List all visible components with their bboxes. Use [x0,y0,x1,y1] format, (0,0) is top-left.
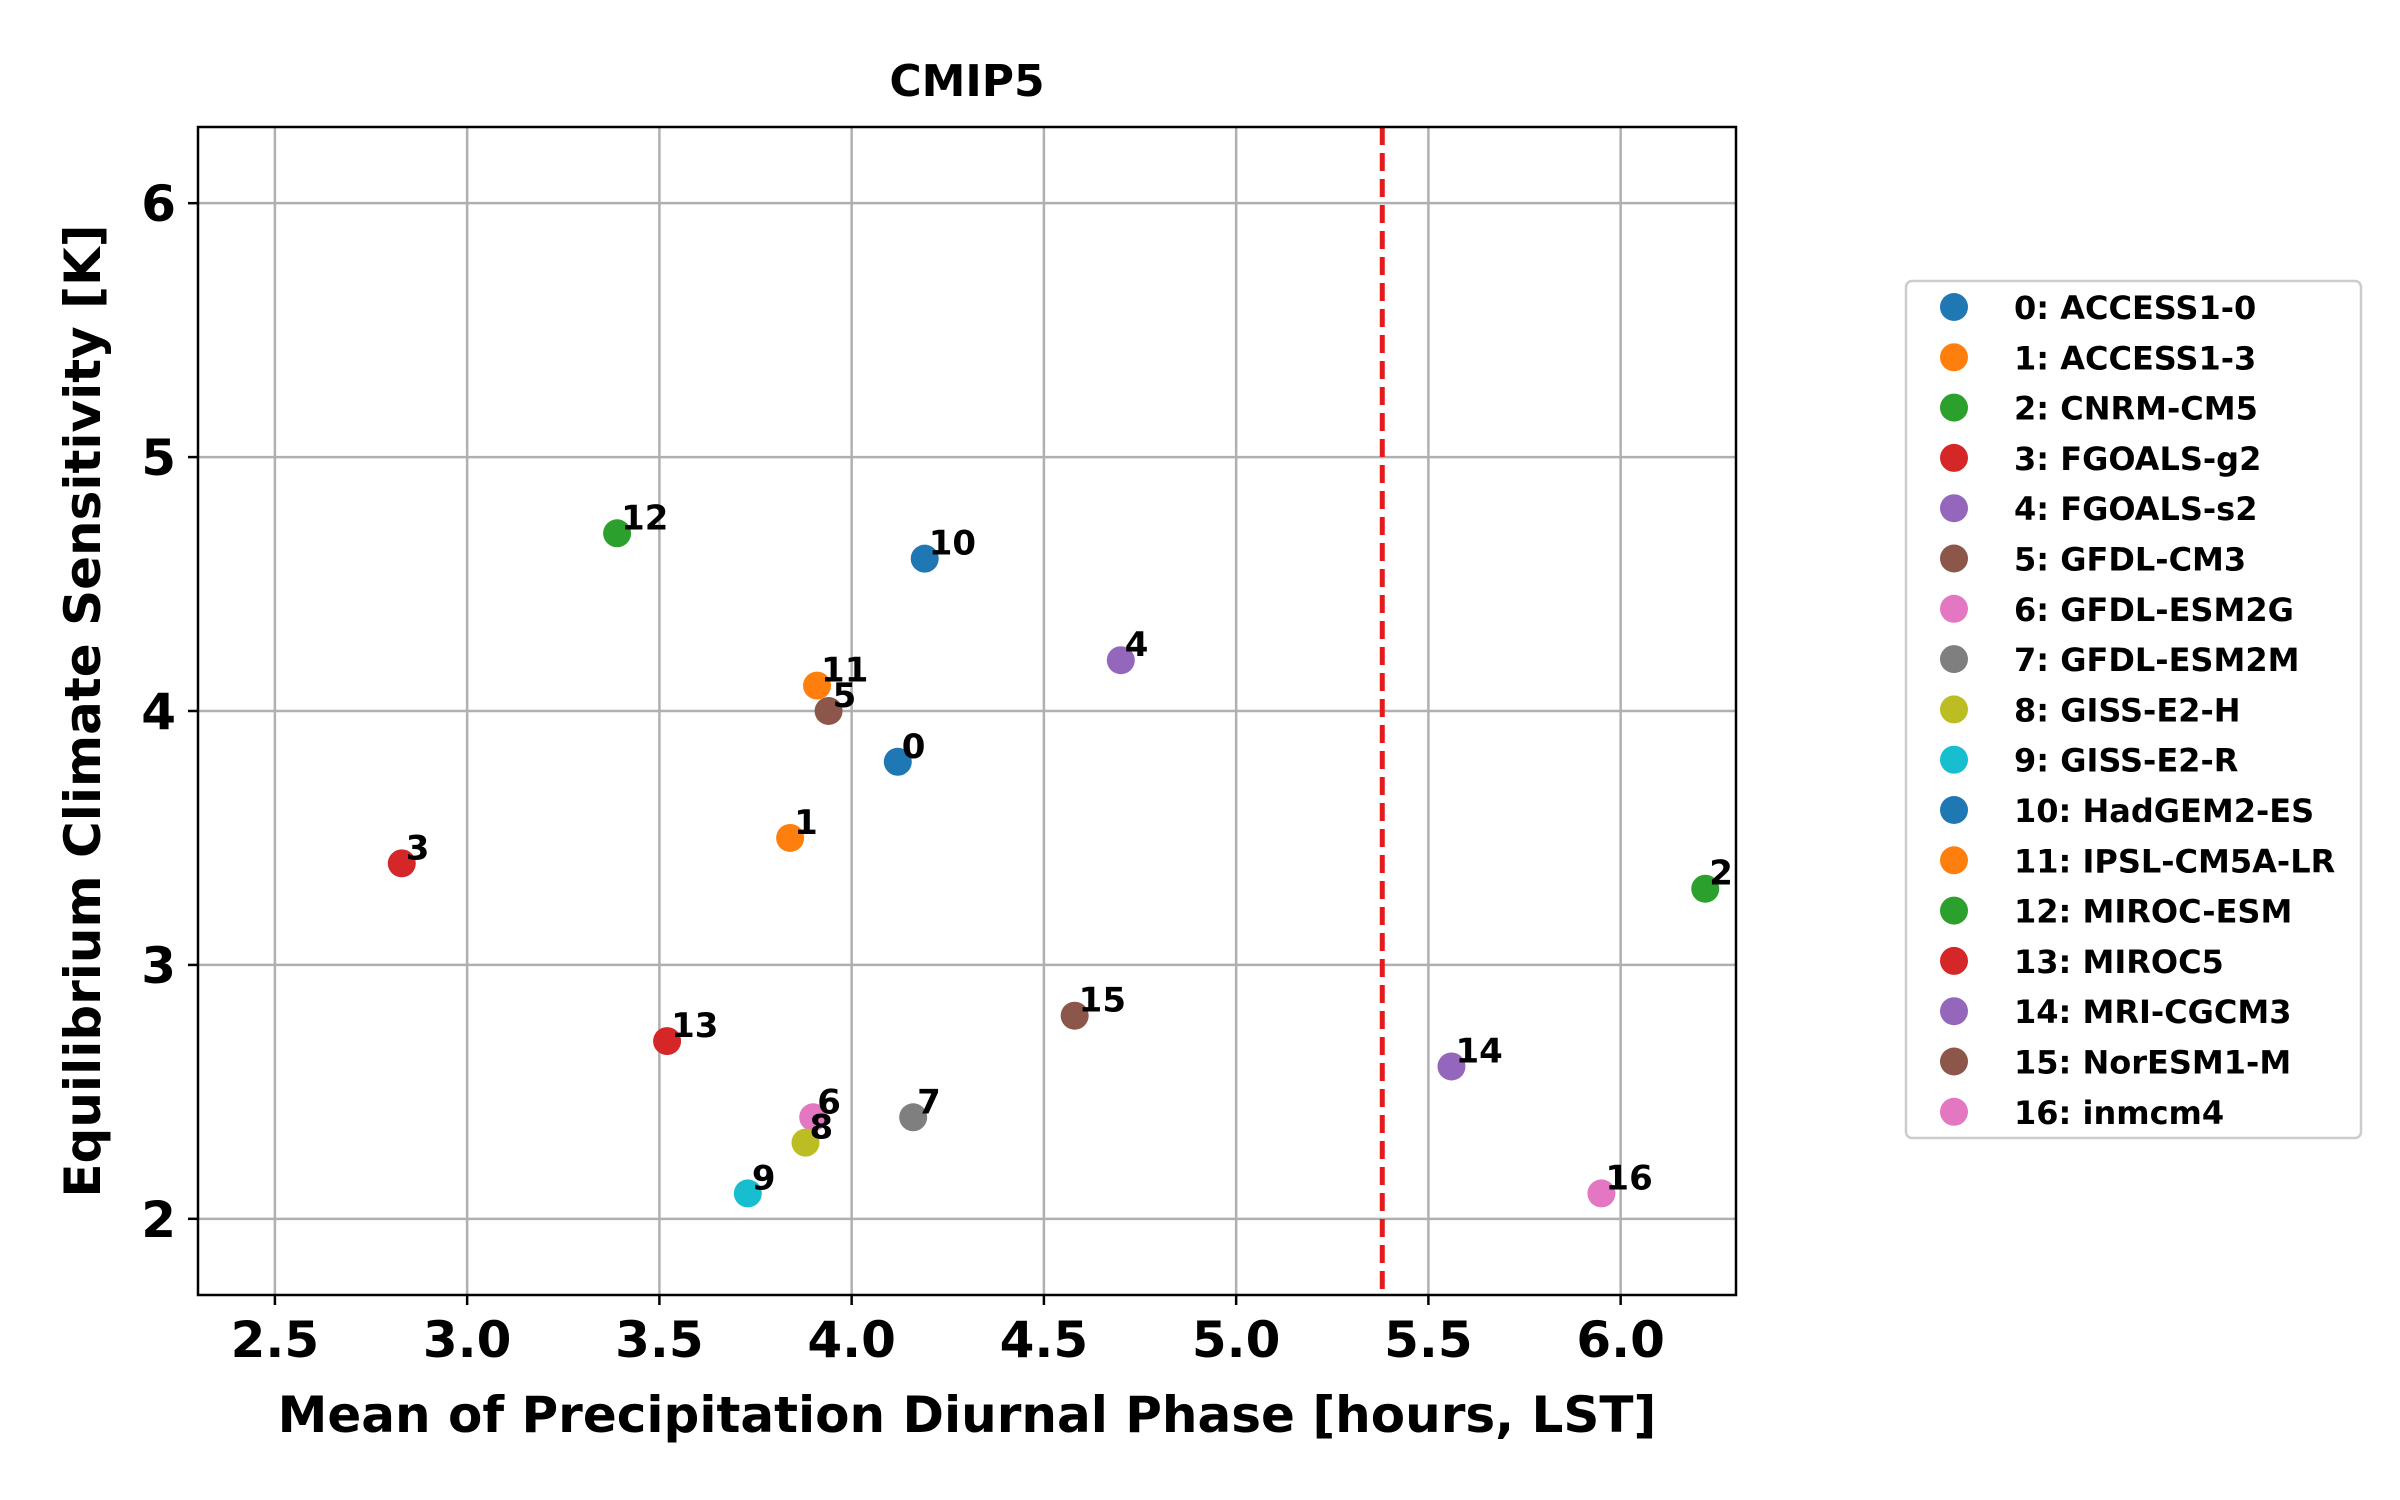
data-point-1 [776,823,805,852]
legend-entry-label: 8: GISS-E2-H [2014,691,2241,729]
data-point-label-5: 5 [833,676,857,716]
legend-marker [1940,695,1968,724]
y-tick-label: 3 [141,937,176,995]
data-point-5 [814,697,843,725]
data-point-label-1: 1 [794,803,818,843]
legend-entry-label: 2: CNRM-CM5 [2014,390,2258,428]
legend-entry-label: 0: ACCESS1-0 [2014,289,2256,327]
legend-entry-label: 7: GFDL-ESM2M [2014,641,2299,679]
legend-marker [1940,443,1968,472]
data-point-11 [803,671,832,700]
legend-marker [1940,544,1968,573]
data-point-label-0: 0 [902,727,926,767]
legend-entry-label: 3: FGOALS-g2 [2014,440,2261,478]
legend-entry-label: 1: ACCESS1-3 [2014,339,2256,377]
y-tick-label: 5 [141,429,176,487]
legend-entry-label: 4: FGOALS-s2 [2014,490,2257,528]
data-point-label-4: 4 [1125,625,1149,665]
data-point-label-8: 8 [810,1108,834,1148]
data-point-12 [603,519,632,548]
legend-box [1904,279,2363,1140]
data-point-13 [653,1027,682,1056]
data-point-label-10: 10 [929,524,976,564]
x-axis-label: Mean of Precipitation Diurnal Phase [hou… [278,1386,1657,1444]
legend-marker [1940,343,1968,372]
data-point-label-16: 16 [1605,1158,1652,1198]
data-point-label-2: 2 [1709,854,1733,894]
data-point-8 [791,1128,820,1157]
data-point-label-14: 14 [1455,1031,1502,1071]
legend-marker [1940,1047,1968,1076]
x-tick-label: 3.0 [423,1311,512,1369]
x-tick-label: 2.5 [231,1311,320,1369]
data-point-9 [733,1179,762,1208]
y-tick-label: 2 [141,1191,176,1249]
data-point-4 [1106,646,1135,675]
y-tick-label: 4 [141,683,176,741]
x-tick-label: 4.5 [1000,1311,1089,1369]
legend-entry-label: 11: IPSL-CM5A-LR [2014,842,2335,880]
data-point-label-11: 11 [821,651,868,691]
legend-marker [1940,393,1968,422]
y-tick-label: 6 [141,175,176,233]
data-point-0 [883,747,912,776]
legend-marker [1940,896,1968,925]
data-point-15 [1060,1001,1089,1030]
legend-marker [1940,594,1968,623]
grid-lines [198,127,1736,1295]
legend-marker [1940,745,1968,774]
data-point-14 [1437,1052,1466,1081]
data-point-label-13: 13 [671,1006,718,1046]
data-point-label-9: 9 [752,1158,776,1198]
data-point-label-3: 3 [406,828,430,868]
x-tick-label: 4.0 [807,1311,896,1369]
legend: 0: ACCESS1-0 1: ACCESS1-3 2: CNRM-CM5 3: FG… [1904,279,2363,1140]
legend-entry-label: 15: NorESM1-M [2014,1044,2291,1082]
legend-entry-label: 10: HadGEM2-ES [2014,792,2314,830]
legend-entry-label: 12: MIROC-ESM [2014,893,2292,931]
x-tick-label: 6.0 [1576,1311,1665,1369]
x-tick-label: 5.0 [1192,1311,1281,1369]
legend-marker [1940,494,1968,523]
legend-marker [1940,946,1968,975]
axis-ticks: 2.5 3.0 3.5 4.0 4.5 5.0 5.5 6.0 2 3 4 5 6 [141,175,1665,1369]
data-point-7 [899,1103,928,1132]
data-point-label-6: 6 [817,1082,841,1122]
legend-marker [1940,645,1968,674]
data-point-2 [1691,874,1720,903]
legend-marker [1940,293,1968,321]
y-axis-label: Equilibrium Climate Sensitivity [K] [54,224,112,1197]
data-point-10 [910,544,939,573]
legend-entry-label: 16: inmcm4 [2014,1094,2224,1132]
legend-marker [1940,1097,1968,1126]
legend-entry-label: 6: GFDL-ESM2G [2014,591,2294,629]
data-point-16 [1587,1179,1616,1208]
data-point-label-7: 7 [917,1082,941,1122]
legend-entry-label: 13: MIROC5 [2014,943,2224,981]
x-tick-label: 3.5 [615,1311,704,1369]
data-point-label-15: 15 [1079,981,1126,1021]
legend-entry-label: 5: GFDL-CM3 [2014,541,2246,579]
legend-entry-label: 14: MRI-CGCM3 [2014,993,2291,1031]
legend-marker [1940,796,1968,824]
legend-entry-label: 9: GISS-E2-R [2014,742,2238,780]
legend-marker [1940,997,1968,1026]
data-point-6 [799,1103,828,1132]
x-tick-label: 5.5 [1384,1311,1473,1369]
legend-marker [1940,846,1968,875]
data-point-label-12: 12 [621,498,668,538]
data-point-3 [387,849,416,878]
chart-title: CMIP5 [889,56,1044,107]
